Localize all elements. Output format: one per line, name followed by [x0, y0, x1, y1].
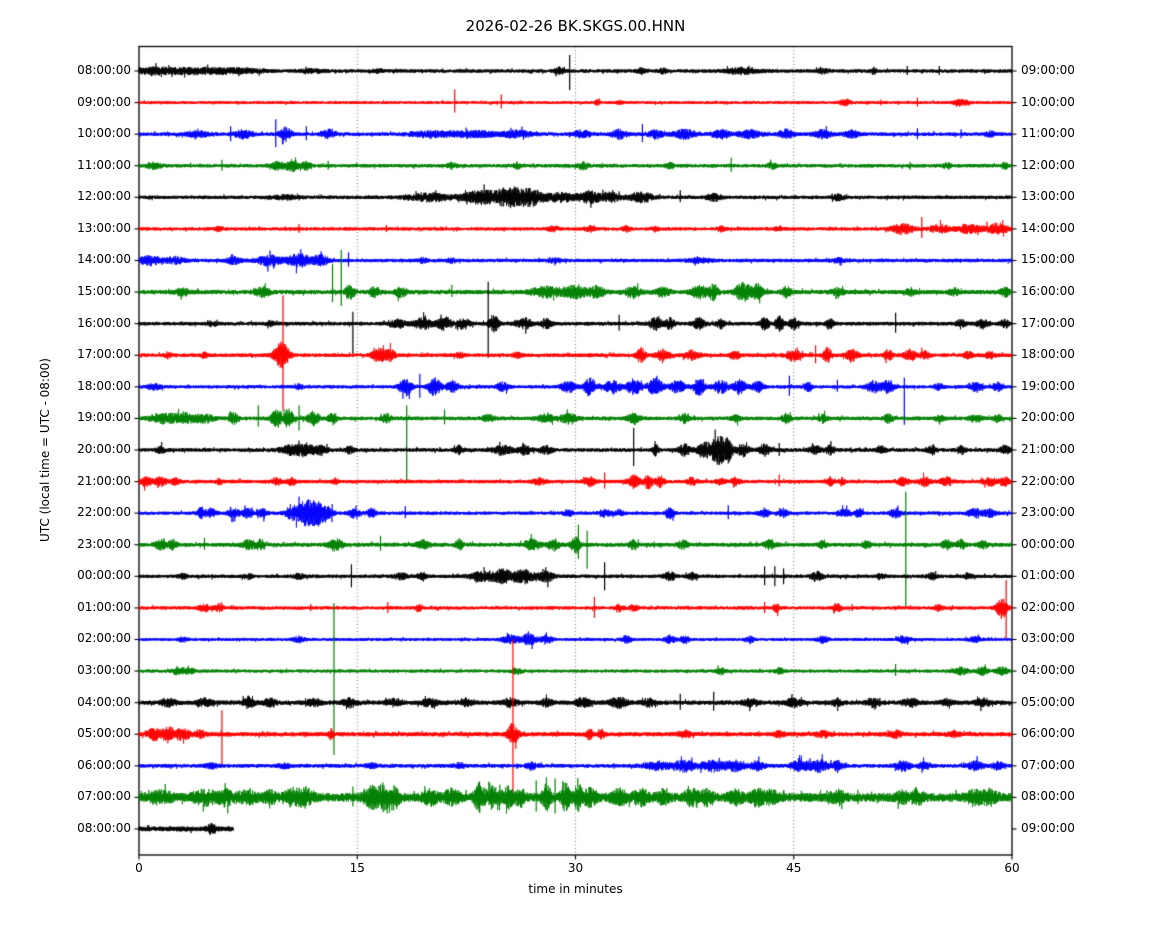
chart-title: 2026-02-26 BK.SKGS.00.HNN [465, 17, 686, 35]
x-axis-label: time in minutes [528, 882, 623, 896]
y-axis-label: UTC (local time = UTC - 08:00) [38, 358, 52, 542]
